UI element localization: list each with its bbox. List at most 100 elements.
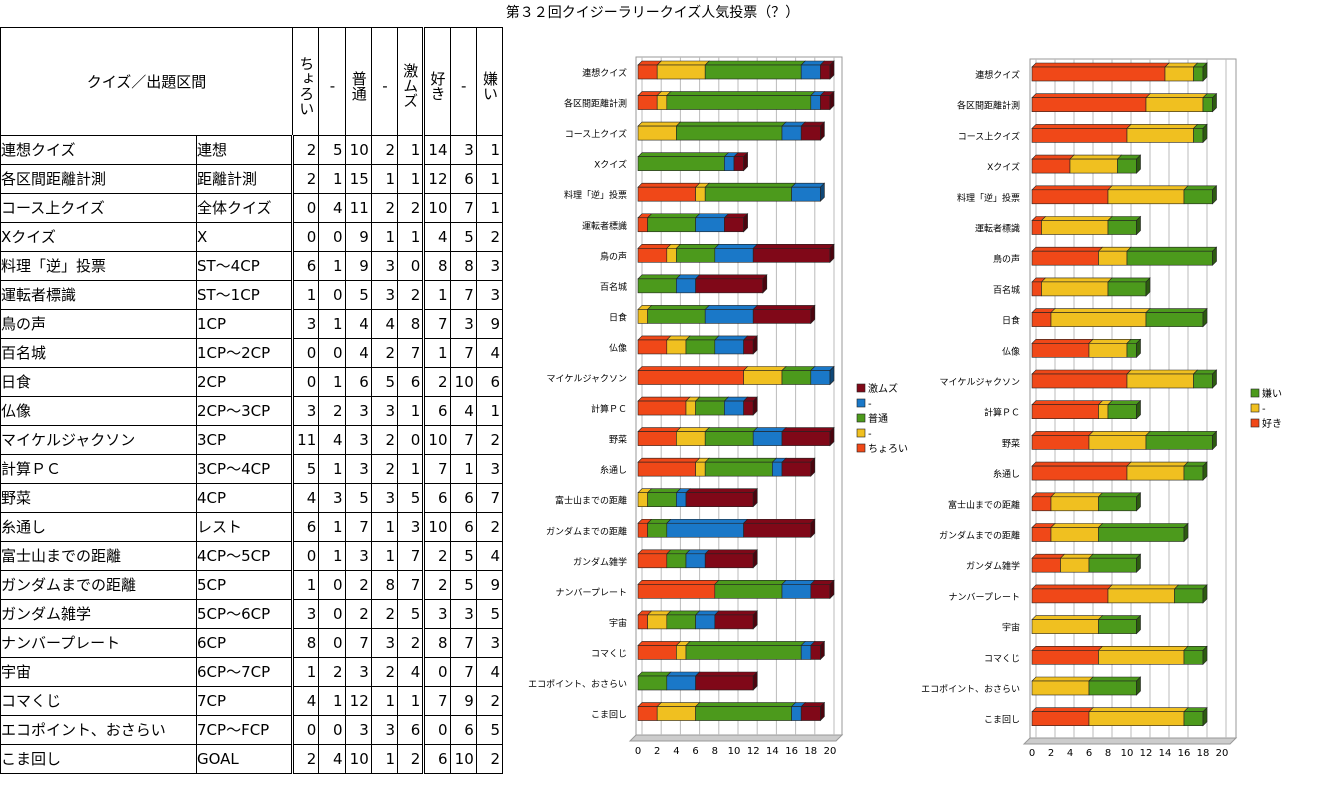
bar-top [1107, 277, 1151, 283]
bar-segment [1031, 128, 1128, 143]
category-label: 鳥の声 [600, 250, 627, 262]
bar-side [1202, 461, 1208, 481]
bar-segment [1174, 588, 1204, 604]
bar-top [685, 488, 758, 494]
bar-segment [1050, 496, 1099, 512]
bar-segment [1031, 189, 1109, 205]
bar-side [810, 457, 816, 477]
vote-count: 5 [475, 715, 504, 745]
bar-segment [1098, 250, 1128, 266]
x-tick-label: 20 [1216, 748, 1229, 759]
x-tick-label: 0 [635, 746, 641, 757]
bar-segment [695, 675, 754, 691]
bar-side [1212, 430, 1217, 451]
quiz-section: 5CP～6CP [196, 599, 293, 629]
vote-count: 1 [475, 193, 504, 223]
bar-top [1183, 185, 1218, 191]
bar-segment [647, 614, 668, 630]
bar-top [714, 580, 787, 585]
bar-segment [810, 95, 821, 110]
bar-segment [666, 339, 687, 355]
bar-top [1031, 185, 1113, 191]
vote-count: 3 [318, 483, 346, 513]
vote-count: 5 [344, 483, 372, 513]
category-label: 仏像 [609, 342, 627, 354]
bar-top [1031, 369, 1132, 375]
vote-count: 0 [318, 628, 346, 658]
bar-segment [676, 431, 706, 446]
table-row: 糸通し レスト 6 1 7 1 3 10 6 2 [0, 512, 504, 542]
bar-top [637, 549, 672, 555]
vote-count: 1 [370, 222, 399, 252]
quiz-name: こま回し [0, 744, 197, 774]
bar-segment [1098, 527, 1185, 542]
table-row: 計算ＰＣ 3CP～4CP 5 1 3 2 1 7 1 3 [0, 454, 504, 484]
bar-segment [637, 370, 744, 385]
bar-segment [695, 614, 716, 630]
bar-top [1069, 154, 1123, 160]
bar-segment [1126, 250, 1213, 266]
bar-segment [1031, 588, 1109, 604]
bar-segment [1050, 527, 1099, 542]
bar-top [752, 305, 816, 310]
bar-top [1145, 431, 1218, 436]
vote-count: 4 [318, 193, 346, 223]
category-label: 鳥の声 [993, 253, 1020, 265]
bar-top [1107, 185, 1189, 191]
category-label: 料理「逆」投票 [957, 192, 1020, 204]
bar-top [1040, 277, 1113, 283]
bar-segment [704, 186, 792, 202]
quiz-name: Xクイズ [0, 222, 197, 252]
bar-top [1088, 338, 1132, 344]
category-label: 料理「逆」投票 [564, 189, 627, 201]
bar-segment [1031, 312, 1052, 327]
bar-top [675, 244, 720, 249]
bar-segment [666, 522, 744, 538]
bar-side [743, 213, 748, 233]
bar-top [637, 580, 720, 585]
bar-top [1126, 461, 1189, 467]
bar-side [1202, 584, 1208, 604]
bar-segment [637, 95, 658, 110]
vote-count: 7 [344, 628, 372, 658]
category-label: 宇宙 [1002, 622, 1020, 634]
bar-segment [1164, 66, 1194, 82]
category-label: 富士山までの距離 [948, 499, 1020, 511]
bar-segment [1060, 557, 1090, 573]
bar-top [1126, 246, 1218, 252]
vote-count: 1 [290, 280, 320, 310]
bar-side [1136, 492, 1141, 512]
vote-count: 7 [449, 425, 477, 455]
vote-count: 6 [449, 164, 477, 194]
table-row: エコポイント、おさらい 7CP～FCP 0 0 3 3 6 0 6 5 [0, 715, 504, 745]
bar-segment [743, 522, 812, 538]
bar-top [1031, 246, 1104, 252]
bar-top [1097, 246, 1132, 252]
vote-count: 2 [396, 280, 425, 310]
bar-segment [1031, 250, 1099, 266]
vote-count: 2 [422, 570, 451, 600]
bar-top [637, 335, 672, 341]
bar-segment [1088, 435, 1147, 450]
category-label: コース上クイズ [958, 130, 1020, 142]
vote-count: 0 [318, 222, 346, 252]
bar-segment [637, 339, 668, 355]
vote-count: 10 [449, 744, 477, 774]
vote-count: 4 [475, 541, 504, 571]
bar-segment [781, 125, 802, 141]
bar-segment [1098, 404, 1109, 420]
vote-count: 14 [422, 135, 451, 165]
vote-count: 1 [396, 396, 425, 426]
bar-segment [1098, 619, 1137, 634]
bar-segment [1193, 128, 1204, 143]
category-label: コマくじ [984, 653, 1020, 664]
bar-top [637, 274, 682, 280]
bar-segment [637, 706, 658, 721]
bar-side [1136, 553, 1141, 573]
bar-segment [781, 584, 812, 599]
bar-segment [1031, 680, 1090, 696]
bar-side [829, 90, 835, 111]
bar-top [1097, 492, 1142, 498]
bar-segment [1031, 404, 1099, 420]
